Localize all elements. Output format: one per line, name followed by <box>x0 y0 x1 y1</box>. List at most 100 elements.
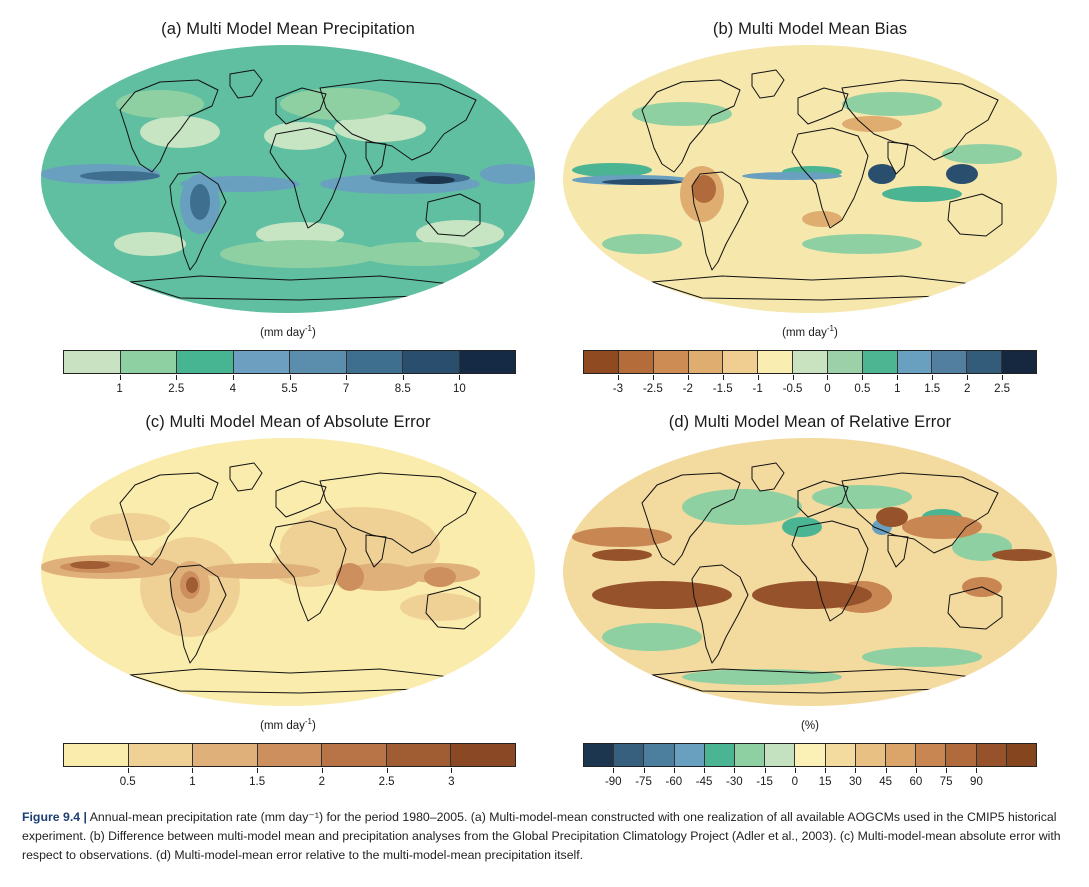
africa-outline <box>791 520 869 622</box>
colorbar-swatch <box>584 351 619 373</box>
colorbar-tick-label: -45 <box>695 776 713 788</box>
colorbar-tick-label: 90 <box>970 776 983 788</box>
colorbar-swatch <box>765 744 796 766</box>
colorbar-swatch <box>386 744 452 766</box>
australia-outline <box>947 193 1003 237</box>
colorbar-tick-mark <box>289 375 291 380</box>
panel-title: (b) Multi Model Mean Bias <box>712 20 908 38</box>
colorbar-tick-mark <box>652 375 654 380</box>
colorbar-swatch <box>233 351 290 373</box>
colorbar-tick-label: 0 <box>824 383 831 395</box>
colorbar-tick-mark <box>127 768 129 773</box>
colorbar-tick-mark <box>915 768 917 773</box>
colorbar-tick-mark <box>946 768 948 773</box>
units-label: (mm day-1) <box>260 717 316 732</box>
colorbar-swatch <box>735 744 766 766</box>
colorbar-tick-label: -2 <box>682 383 693 395</box>
colorbar-tick-label: -75 <box>635 776 652 788</box>
europe-outline <box>275 87 327 125</box>
colorbar-swatch <box>946 744 977 766</box>
panel-title: (a) Multi Model Mean Precipitation <box>161 20 415 38</box>
australia-outline <box>425 193 481 237</box>
colorbar-swatch <box>793 351 828 373</box>
colorbar-tick-label: -3 <box>612 383 624 395</box>
colorbar-tick-mark <box>704 768 706 773</box>
asia-outline <box>841 79 999 161</box>
colorbar-tick-mark <box>764 768 766 773</box>
figure-label: Figure 9.4 | <box>22 810 87 824</box>
colorbar-tick-label: 1 <box>116 383 123 395</box>
colorbar-tick-label: -0.5 <box>782 383 803 395</box>
europe-outline <box>275 480 327 518</box>
greenland-outline <box>229 462 263 492</box>
colorbar-swatch <box>614 744 645 766</box>
colorbar-swatch <box>897 351 933 373</box>
colorbar <box>63 743 516 767</box>
figure-caption: Figure 9.4 | Annual-mean precipitation r… <box>22 808 1080 865</box>
africa-outline <box>791 127 869 229</box>
colorbar-swatch <box>120 351 177 373</box>
colorbar-tick-mark <box>734 768 736 773</box>
colorbar-tick-mark <box>451 768 453 773</box>
world-map-absolute-error <box>41 438 535 706</box>
colorbar-swatch <box>1002 351 1036 373</box>
colorbar-tick-mark <box>967 375 969 380</box>
caption-text: Annual-mean precipitation rate (mm day⁻¹… <box>22 810 1061 862</box>
colorbar-tick-mark <box>192 768 194 773</box>
colorbar-tick-label: 5.5 <box>281 383 298 395</box>
colorbar-swatch <box>758 351 794 373</box>
panel-a: (a) Multi Model Mean Precipitation (mm d… <box>28 20 548 405</box>
colorbar-tick-label: 15 <box>818 776 832 788</box>
colorbar <box>63 350 516 374</box>
world-map-relative-error <box>563 438 1057 706</box>
colorbar-tick-mark <box>613 768 615 773</box>
colorbar-tick-mark <box>722 375 724 380</box>
colorbar-swatch <box>825 744 856 766</box>
india-outline <box>887 141 909 175</box>
colorbar-tick-label: 30 <box>848 776 862 788</box>
colorbar-swatch <box>976 744 1007 766</box>
colorbar-ticks: -3 -2.5 -2 -1.5 -1 -0.5 0 0.5 1 1.5 2 2.5 <box>583 375 1037 403</box>
colorbar-tick-mark <box>862 375 864 380</box>
colorbar-tick-mark <box>827 375 829 380</box>
colorbar-swatch <box>644 744 675 766</box>
colorbar-swatch <box>967 351 1003 373</box>
units-label: (%) <box>801 719 819 732</box>
panel-c: (c) Multi Model Mean of Absolute Error (… <box>28 413 548 798</box>
colorbar-swatch <box>403 351 460 373</box>
colorbar-tick-label: 10 <box>452 383 466 395</box>
panel-b: (b) Multi Model Mean Bias (mm day-1) -3 -… <box>550 20 1070 405</box>
colorbar-tick-label: -60 <box>665 776 683 788</box>
colorbar-tick-mark <box>976 768 978 773</box>
colorbar-tick-mark <box>232 375 234 380</box>
colorbar-swatch <box>290 351 347 373</box>
colorbar-swatch <box>618 351 654 373</box>
units-label: (mm day-1) <box>782 324 838 339</box>
colorbar-swatch <box>257 744 323 766</box>
colorbar <box>583 743 1037 767</box>
colorbar-swatch <box>723 351 759 373</box>
australia-outline <box>425 586 481 630</box>
colorbar-tick-label: 0 <box>791 776 799 788</box>
colorbar-tick-mark <box>257 768 259 773</box>
colorbar-tick-label: 1.5 <box>924 383 941 395</box>
colorbar-tick-mark <box>459 375 461 380</box>
colorbar-swatch <box>177 351 234 373</box>
colorbar-tick-mark <box>825 768 827 773</box>
colorbar-tick-label: 60 <box>909 776 923 788</box>
colorbar-tick-mark <box>687 375 689 380</box>
colorbar-tick-label: -1 <box>752 383 763 395</box>
colorbar-swatch <box>916 744 947 766</box>
colorbar-tick-label: 45 <box>879 776 893 788</box>
field-layer <box>41 45 535 313</box>
colorbar-tick-mark <box>643 768 645 773</box>
north-america-outline <box>641 472 741 566</box>
greenland-outline <box>751 69 785 99</box>
europe-outline <box>797 87 849 125</box>
south-america-outline <box>691 564 749 664</box>
europe-outline <box>797 480 849 518</box>
north-america-outline <box>641 79 741 173</box>
colorbar-tick-label: 8.5 <box>394 383 411 395</box>
colorbar-tick-mark <box>346 375 348 380</box>
colorbar-tick-label: 0.5 <box>119 776 136 788</box>
